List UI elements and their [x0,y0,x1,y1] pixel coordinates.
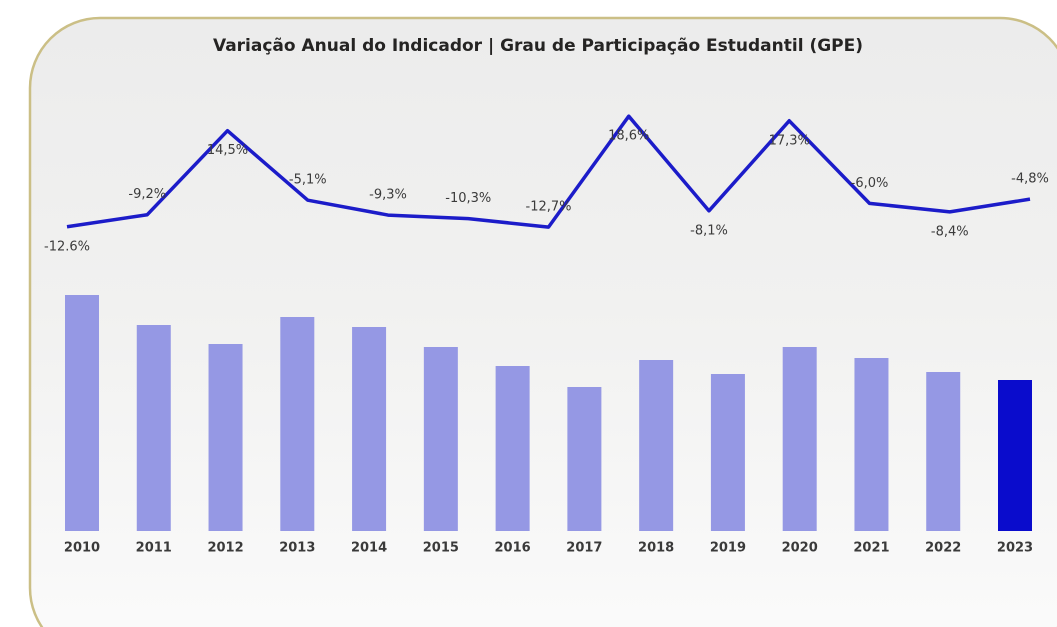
bar [208,344,243,531]
data-label: -12.6% [44,239,90,254]
x-tick-label: 2010 [64,541,100,556]
data-label: -8,4% [931,224,969,239]
bar [495,366,530,531]
x-tick-label: 2023 [997,541,1033,556]
x-tick-label: 2013 [279,541,315,556]
data-label: 18,6% [608,129,649,144]
data-label: -5,1% [289,173,327,188]
x-tick-label: 2022 [925,541,961,556]
data-label: 14,5% [207,143,248,158]
bar [639,360,674,531]
bar [710,374,745,531]
data-label: -9,3% [369,188,407,203]
x-tick-label: 2012 [207,541,243,556]
bar [854,358,889,531]
bar [998,380,1032,531]
x-tick-label: 2018 [638,541,674,556]
x-tick-label: 2020 [782,541,818,556]
x-tick-label: 2014 [351,541,387,556]
data-label: -10,3% [445,191,491,206]
bar [280,317,315,531]
x-tick-label: 2016 [495,541,531,556]
bar [65,295,99,531]
line-series [66,114,1031,229]
data-label: -12,7% [526,200,572,215]
bar [926,372,961,531]
bar [567,387,602,531]
data-label: 17,3% [769,133,810,148]
bar [423,347,458,531]
x-tick-label: 2015 [423,541,459,556]
x-tick-label: 2021 [853,541,889,556]
bar [782,347,817,531]
x-tick-label: 2019 [710,541,746,556]
x-tick-label: 2017 [566,541,602,556]
bar [352,327,387,531]
data-label: -4,8% [1011,172,1049,187]
bar [136,325,171,531]
data-label: -9,2% [128,187,166,202]
x-tick-label: 2011 [136,541,172,556]
card-frame [28,16,1057,627]
data-label: -6,0% [851,176,889,191]
data-label: -8,1% [690,223,728,238]
chart-title: Variação Anual do Indicador | Grau de Pa… [213,36,863,56]
